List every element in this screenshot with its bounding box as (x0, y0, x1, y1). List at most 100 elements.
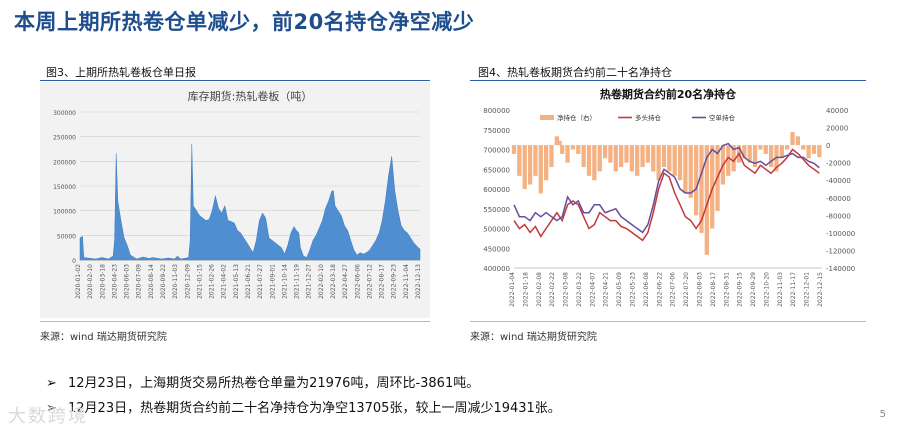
net-position-bar (538, 145, 543, 194)
x-tick-label: 2020-06-03 (124, 264, 131, 299)
net-position-bar (752, 145, 758, 168)
x-tick-label: 2021-05-13 (233, 264, 240, 299)
x-tick-label: 2022-12-01 (804, 272, 811, 307)
x-tick-label: 2022-02-08 (536, 272, 543, 307)
net-position-bar (806, 145, 811, 159)
x-tick-label: 2021-06-21 (245, 264, 252, 299)
legend-short-label: 空单持仓 (709, 113, 736, 122)
y-tick-label: 300000 (53, 110, 76, 117)
chart-background (470, 82, 866, 318)
y-right-tick-label: -120000 (826, 247, 855, 255)
fig4-caption: 图4、热轧卷板期货合约前二十名净持仓 (478, 66, 672, 79)
net-position-bar (731, 145, 736, 172)
x-tick-label: 2022-11-03 (777, 272, 784, 307)
y-left-tick-label: 650000 (483, 166, 510, 174)
net-position-bar (618, 145, 624, 168)
chart-title: 热卷期货合约前20名净持仓 (600, 87, 737, 101)
net-position-bar (758, 145, 763, 150)
x-tick-label: 2021-10-14 (281, 264, 288, 299)
legend-net-label: 净持仓（右） (557, 113, 596, 122)
x-tick-label: 2020-01-02 (75, 264, 82, 299)
x-tick-label: 2022-08-31 (723, 272, 730, 307)
y-right-tick-label: -100000 (826, 230, 855, 238)
y-right-tick-label: 20000 (826, 125, 848, 133)
x-tick-label: 2022-12-15 (817, 272, 824, 307)
net-position-bar (557, 140, 562, 146)
net-position-bar (817, 145, 822, 158)
x-tick-label: 2020-03-18 (99, 264, 106, 299)
net-position-bar (785, 145, 790, 150)
net-position-bar (811, 145, 817, 154)
y-left-tick-label: 800000 (483, 107, 510, 115)
x-tick-label: 2022-03-08 (563, 272, 570, 307)
legend-long-label: 多头持仓 (635, 113, 662, 122)
net-position-bar (576, 145, 581, 154)
net-position-bar (517, 145, 522, 176)
y-right-tick-label: 40000 (826, 107, 848, 115)
inventory-chart-svg: 库存期货:热轧卷板（吨） 0 50000 100000 150000 200000 2500… (40, 82, 430, 318)
net-position-bar (640, 145, 645, 168)
net-position-bar (747, 145, 752, 163)
fig3-divider (40, 80, 430, 81)
net-position-bar (710, 145, 715, 229)
net-position-bar (565, 145, 570, 163)
x-tick-label: 2022-07-12 (366, 264, 373, 299)
x-tick-label: 2020-04-23 (111, 264, 118, 299)
fig4-chart: 热卷期货合约前20名净持仓 400000 450000 500000 550000 600… (470, 82, 866, 318)
x-tick-label: 2022-09-23 (391, 264, 398, 299)
net-position-bar (560, 145, 565, 154)
net-position-bar (635, 145, 640, 176)
x-tick-label: 2021-01-15 (196, 264, 203, 299)
x-tick-label: 2022-07-20 (683, 272, 690, 307)
net-position-bar (511, 145, 517, 154)
net-position-bar (592, 145, 597, 181)
x-tick-label: 2022-06-22 (656, 272, 663, 307)
net-position-bar (768, 145, 774, 168)
x-tick-label: 2020-12-09 (184, 264, 191, 299)
y-left-tick-label: 400000 (483, 265, 510, 273)
x-tick-label: 2021-07-27 (257, 264, 264, 299)
x-tick-label: 2022-12-13 (415, 264, 422, 299)
x-tick-label: 2022-08-17 (379, 264, 386, 299)
watermark: 大数跨境 (8, 406, 88, 427)
x-tick-label: 2022-04-07 (589, 272, 596, 307)
x-tick-label: 2022-10-20 (763, 272, 770, 307)
net-position-bar (726, 145, 731, 176)
x-tick-label: 2022-01-18 (522, 272, 529, 307)
x-tick-label: 2021-12-27 (306, 264, 313, 299)
x-tick-label: 2020-08-14 (148, 264, 155, 299)
y-right-tick-label: -60000 (826, 195, 851, 203)
net-position-bar (608, 145, 613, 163)
fig4-source-divider (470, 321, 866, 322)
x-tick-label: 2021-04-02 (221, 264, 228, 299)
x-tick-label: 2022-05-09 (616, 272, 623, 307)
fig4-source: 来源：wind 瑞达期货研究院 (470, 332, 597, 343)
net-position-bar (795, 136, 801, 146)
bullet-net-position-text: 12月23日，热卷期货合约前二十名净持仓为净空13705张，较上一周减少1943… (68, 401, 561, 416)
page-title: 本周上期所热卷仓单减少，前20名持仓净空减少 (14, 10, 475, 34)
net-position-bar (602, 145, 608, 159)
net-position-bar (667, 145, 672, 172)
net-position-bar (704, 145, 709, 255)
x-tick-label: 2022-01-04 (509, 272, 516, 307)
y-tick-label: 0 (72, 258, 76, 265)
fig3-source-divider (40, 321, 430, 322)
fig3-chart: 库存期货:热轧卷板（吨） 0 50000 100000 150000 200000 2500… (40, 82, 430, 318)
legend-net-swatch (540, 115, 554, 120)
fig4-divider (470, 80, 866, 81)
net-position-bar (645, 145, 651, 163)
inventory-area (79, 144, 421, 261)
fig3-source: 来源：wind 瑞达期货研究院 (40, 332, 167, 343)
x-tick-label: 2022-11-04 (403, 264, 410, 299)
net-position-bar (661, 145, 667, 168)
bullet-inventory: ➢ 12月23日，上海期货交易所热卷仓单量为21976吨，周环比-3861吨。 (46, 372, 479, 391)
net-position-bar (543, 145, 549, 181)
short-position-line (513, 142, 820, 234)
fig3-caption: 图3、上期所热轧卷板仓单日报 (46, 66, 196, 79)
net-position-bar (629, 145, 634, 172)
net-position-bar (522, 145, 527, 189)
long-position-line (513, 148, 820, 242)
net-position-bar (527, 145, 533, 185)
x-tick-label: 2022-06-06 (354, 264, 361, 299)
net-position-bar (699, 145, 704, 233)
